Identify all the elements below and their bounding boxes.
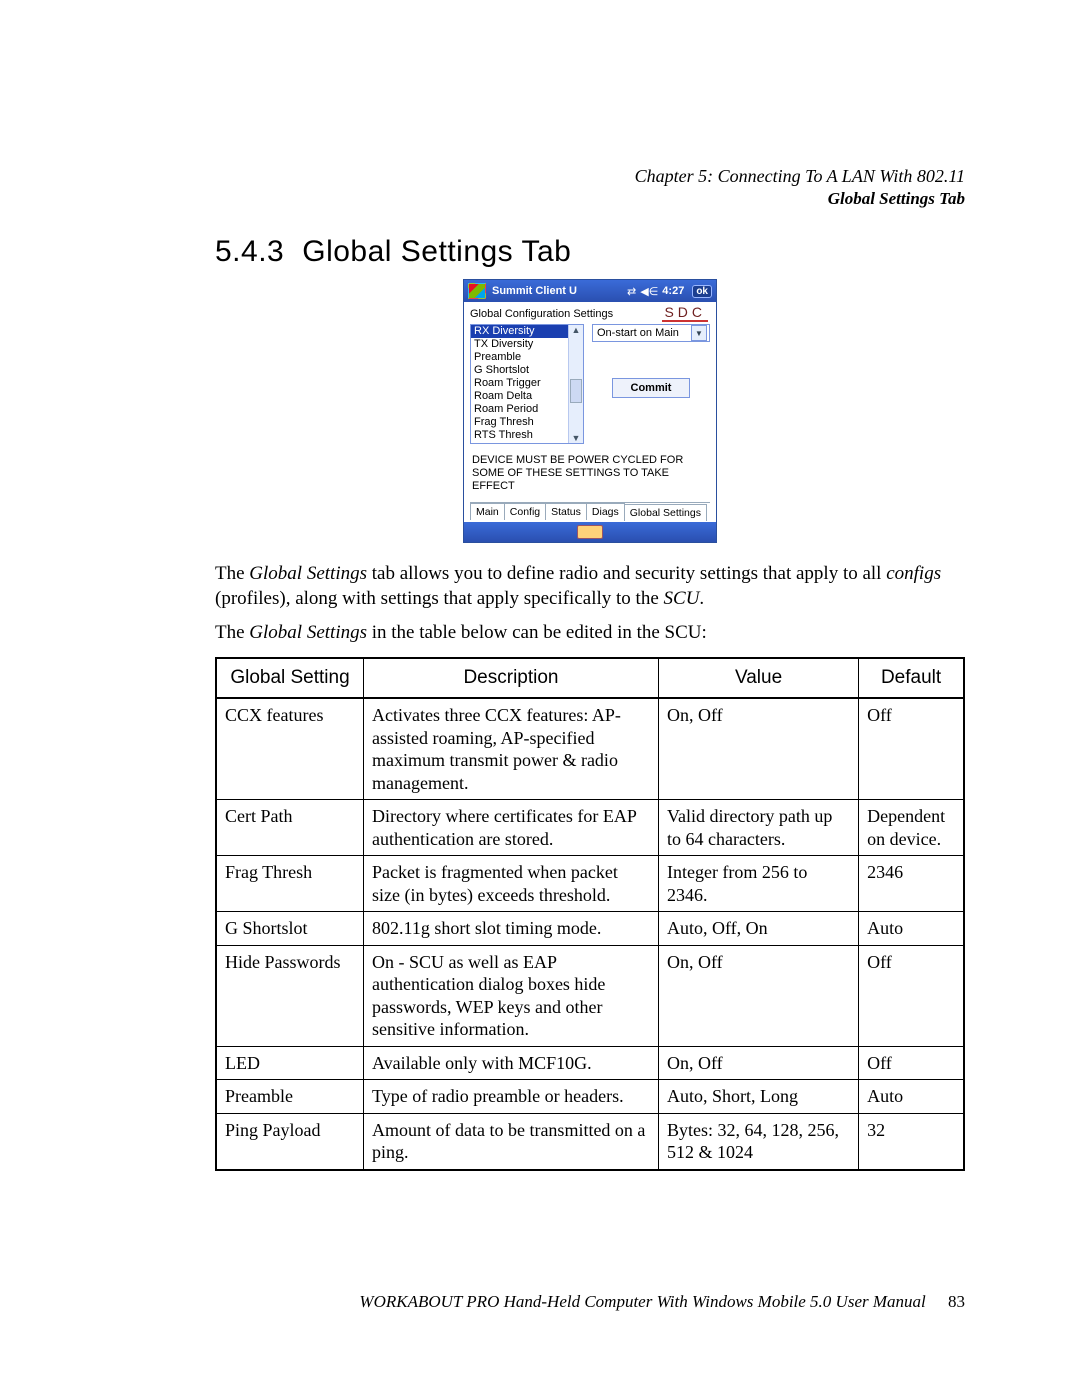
power-cycle-notice: DEVICE MUST BE POWER CYCLED FOR SOME OF … xyxy=(472,454,708,494)
table-cell: On, Off xyxy=(658,1046,858,1080)
table-cell: On, Off xyxy=(658,698,858,800)
keyboard-icon[interactable] xyxy=(577,525,603,539)
table-cell: Packet is fragmented when packet size (i… xyxy=(363,856,658,912)
table-cell: Ping Payload xyxy=(216,1113,363,1170)
table-row: Frag ThreshPacket is fragmented when pac… xyxy=(216,856,964,912)
wm-titlebar: Summit Client U ⇄ ◀∈ 4:27 ok xyxy=(464,280,716,302)
tab-config[interactable]: Config xyxy=(504,503,546,520)
value-dropdown[interactable]: On-start on Main ▼ xyxy=(592,324,710,342)
table-cell: G Shortslot xyxy=(216,912,363,946)
running-header: Chapter 5: Connecting To A LAN With 802.… xyxy=(635,165,965,209)
page: Chapter 5: Connecting To A LAN With 802.… xyxy=(0,0,1080,1397)
table-cell: Activates three CCX features: AP-assiste… xyxy=(363,698,658,800)
col-value: Value xyxy=(658,658,858,698)
global-settings-table: Global Setting Description Value Default… xyxy=(215,657,965,1171)
tab-global-settings[interactable]: Global Settings xyxy=(624,504,707,521)
wm-clock: 4:27 xyxy=(662,285,684,297)
col-setting: Global Setting xyxy=(216,658,363,698)
table-cell: Auto xyxy=(859,1080,964,1114)
windows-flag-icon xyxy=(468,283,486,299)
right-column: On-start on Main ▼ Commit xyxy=(592,324,710,444)
scroll-thumb[interactable] xyxy=(570,379,582,403)
scroll-up-icon[interactable]: ▲ xyxy=(572,325,581,335)
section-number: 5.4.3 xyxy=(215,235,284,268)
table-cell: Dependent on device. xyxy=(859,800,964,856)
table-cell: LED xyxy=(216,1046,363,1080)
intro-paragraph-1: The Global Settings tab allows you to de… xyxy=(215,561,965,612)
list-item[interactable]: RTS Thresh xyxy=(471,429,583,442)
table-row: Hide PasswordsOn - SCU as well as EAP au… xyxy=(216,945,964,1046)
volume-icon: ◀∈ xyxy=(640,285,658,298)
intro-paragraph-2: The Global Settings in the table below c… xyxy=(215,620,965,646)
table-row: PreambleType of radio preamble or header… xyxy=(216,1080,964,1114)
table-cell: Bytes: 32, 64, 128, 256, 512 & 1024 xyxy=(658,1113,858,1170)
wm-tray: ⇄ ◀∈ 4:27 ok xyxy=(627,285,712,298)
table-row: Cert PathDirectory where certificates fo… xyxy=(216,800,964,856)
table-cell: 802.11g short slot timing mode. xyxy=(363,912,658,946)
chevron-down-icon[interactable]: ▼ xyxy=(691,325,707,341)
section-heading: 5.4.3 Global Settings Tab xyxy=(215,235,965,269)
table-cell: On - SCU as well as EAP authentication d… xyxy=(363,945,658,1046)
table-cell: Preamble xyxy=(216,1080,363,1114)
tab-status[interactable]: Status xyxy=(545,503,587,520)
table-cell: CCX features xyxy=(216,698,363,800)
table-cell: Off xyxy=(859,698,964,800)
table-cell: Frag Thresh xyxy=(216,856,363,912)
table-cell: On, Off xyxy=(658,945,858,1046)
commit-button[interactable]: Commit xyxy=(612,378,691,398)
table-cell: Auto, Short, Long xyxy=(658,1080,858,1114)
section-title: Global Settings Tab xyxy=(302,235,571,268)
wm-app-title: Summit Client U xyxy=(492,285,577,297)
list-item[interactable]: G Shortslot xyxy=(471,364,583,377)
table-cell: Valid directory path up to 64 characters… xyxy=(658,800,858,856)
table-cell: Integer from 256 to 2346. xyxy=(658,856,858,912)
connectivity-icon: ⇄ xyxy=(627,285,636,298)
table-row: Ping PayloadAmount of data to be transmi… xyxy=(216,1113,964,1170)
list-item[interactable]: Roam Delta xyxy=(471,390,583,403)
col-default: Default xyxy=(859,658,964,698)
page-number: 83 xyxy=(948,1292,965,1311)
table-cell: Cert Path xyxy=(216,800,363,856)
table-row: CCX featuresActivates three CCX features… xyxy=(216,698,964,800)
table-cell: Amount of data to be transmitted on a pi… xyxy=(363,1113,658,1170)
list-item[interactable]: Frag Thresh xyxy=(471,416,583,429)
screenshot: Summit Client U ⇄ ◀∈ 4:27 ok SDC Global … xyxy=(463,279,717,543)
list-item[interactable]: Preamble xyxy=(471,351,583,364)
wm-window: Summit Client U ⇄ ◀∈ 4:27 ok SDC Global … xyxy=(463,279,717,543)
footer-text: WORKABOUT PRO Hand-Held Computer With Wi… xyxy=(359,1292,925,1311)
settings-list: RX Diversity TX Diversity Preamble G Sho… xyxy=(471,325,583,442)
table-row: LEDAvailable only with MCF10G.On, OffOff xyxy=(216,1046,964,1080)
page-footer: WORKABOUT PRO Hand-Held Computer With Wi… xyxy=(359,1292,965,1312)
running-header-section: Global Settings Tab xyxy=(635,188,965,209)
tab-diags[interactable]: Diags xyxy=(586,503,625,520)
listbox-scrollbar[interactable]: ▲ ▼ xyxy=(568,325,583,443)
table-cell: 32 xyxy=(859,1113,964,1170)
settings-listbox[interactable]: RX Diversity TX Diversity Preamble G Sho… xyxy=(470,324,584,444)
list-item[interactable]: Roam Period xyxy=(471,403,583,416)
wm-body: SDC Global Configuration Settings RX Div… xyxy=(464,302,716,522)
tab-main[interactable]: Main xyxy=(470,503,505,520)
table-cell: Available only with MCF10G. xyxy=(363,1046,658,1080)
running-header-chapter: Chapter 5: Connecting To A LAN With 802.… xyxy=(635,165,965,188)
table-cell: Auto xyxy=(859,912,964,946)
scroll-down-icon[interactable]: ▼ xyxy=(572,433,581,443)
table-cell: Off xyxy=(859,945,964,1046)
table-cell: Type of radio preamble or headers. xyxy=(363,1080,658,1114)
table-cell: 2346 xyxy=(859,856,964,912)
table-row: G Shortslot802.11g short slot timing mod… xyxy=(216,912,964,946)
wm-footer xyxy=(464,522,716,542)
list-item[interactable]: TX Diversity xyxy=(471,338,583,351)
list-item[interactable]: RX Diversity xyxy=(471,325,583,338)
ok-button[interactable]: ok xyxy=(692,285,712,298)
sdc-logo: SDC xyxy=(662,304,708,322)
wm-tabs: Main Config Status Diags Global Settings xyxy=(470,502,710,520)
dropdown-value: On-start on Main xyxy=(597,327,679,339)
col-description: Description xyxy=(363,658,658,698)
table-cell: Off xyxy=(859,1046,964,1080)
table-cell: Hide Passwords xyxy=(216,945,363,1046)
table-cell: Auto, Off, On xyxy=(658,912,858,946)
list-item[interactable]: Roam Trigger xyxy=(471,377,583,390)
table-header-row: Global Setting Description Value Default xyxy=(216,658,964,698)
table-cell: Directory where certificates for EAP aut… xyxy=(363,800,658,856)
